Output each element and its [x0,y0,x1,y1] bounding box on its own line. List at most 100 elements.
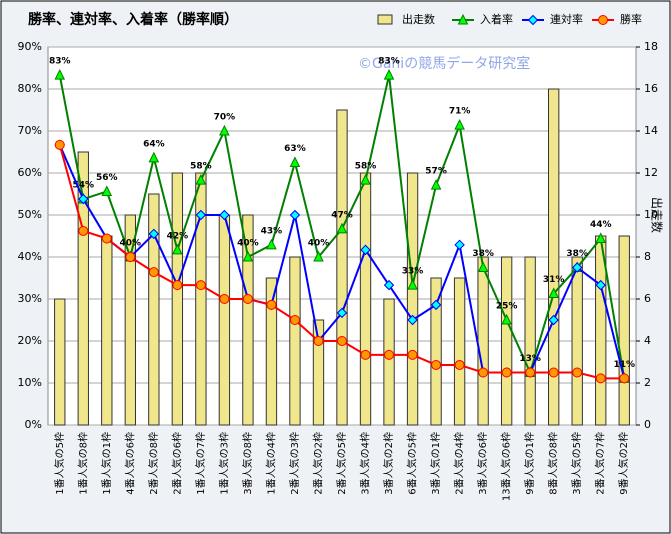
data-label: 58% [190,162,212,172]
marker [454,119,465,130]
marker [172,280,183,291]
y2-tick-label: 10 [644,208,658,221]
marker [125,252,136,262]
data-label: 13% [519,354,541,364]
marker [571,262,583,273]
x-tick-label: 3番人気の6枠 [476,432,489,495]
x-tick-label: 1番人気の3枠 [217,432,230,495]
marker [101,185,113,196]
y2-tick-label: 8 [644,250,651,263]
legend-label: 入着率 [480,12,513,26]
marker [172,243,183,255]
y-tick-label: 90% [18,40,42,53]
y2-tick-label: 6 [644,292,651,305]
data-label: 44% [590,220,612,230]
marker [266,299,277,310]
marker [219,294,230,304]
y2-tick-label: 4 [644,334,651,347]
data-label: 64% [143,139,165,149]
marker [548,314,559,326]
marker [195,209,207,221]
bar [148,193,160,426]
marker [501,367,512,378]
marker [54,139,65,150]
data-label: 42% [167,231,189,241]
x-tick-label: 1番人気の1枠 [100,432,113,495]
marker [383,279,395,291]
x-tick-label: 2番人気の3枠 [288,432,301,495]
marker [289,209,301,221]
bar [571,256,583,426]
marker [525,367,536,378]
legend-label: 出走数 [402,12,435,26]
data-label: 47% [331,210,353,220]
bar [359,172,372,426]
x-tick-label: 3番人気の2枠 [382,432,395,495]
bar [548,88,560,426]
bar [430,277,442,426]
marker [219,209,230,221]
marker [78,225,89,236]
x-tick-label: 3番人気の8枠 [241,432,254,495]
marker [289,315,300,325]
marker [336,222,348,234]
x-tick-label: 3番人気の5枠 [570,432,583,495]
x-tick-label: 1番人気の7枠 [194,432,207,495]
data-label: 40% [120,239,142,249]
x-tick-label: 1番人気の4枠 [264,432,277,495]
bar [218,214,231,426]
data-label: 25% [496,302,518,312]
marker [407,279,418,290]
bar [406,172,419,426]
marker [360,349,371,360]
legend-label: 勝率 [620,12,642,26]
data-label: 83% [378,57,400,67]
marker [430,299,442,311]
marker [619,373,630,384]
marker [266,238,277,250]
marker [527,14,539,26]
y-tick-label: 0% [25,418,42,431]
y-tick-label: 70% [18,124,42,137]
bar [618,235,630,426]
data-label: 54% [73,181,95,191]
data-label: 40% [308,239,330,249]
data-label: 38% [566,249,588,259]
y2-tick-label: 12 [644,166,658,179]
marker [407,314,418,326]
y-tick-label: 30% [18,292,42,305]
marker [384,349,395,360]
data-label: 38% [472,249,494,259]
marker [598,15,608,25]
marker [54,69,66,80]
bar [336,109,348,426]
marker [430,179,442,190]
data-label: 56% [96,173,118,183]
marker [454,239,465,251]
bar [265,277,278,426]
marker [195,280,206,291]
data-label: 33% [402,267,424,277]
bar [312,319,325,426]
marker [148,228,160,240]
marker [148,267,159,278]
marker [501,313,512,325]
x-tick-label: 3番人気の1枠 [429,432,442,495]
bar [171,172,184,426]
bar [383,298,395,426]
data-label: 31% [543,275,565,285]
marker [595,373,606,384]
data-label: 63% [284,144,306,154]
bar [77,151,89,426]
x-tick-label: 2番人気の7枠 [594,432,607,495]
marker [78,193,89,205]
bar [54,298,66,426]
marker [242,250,254,262]
watermark: ©Ganiの競馬データ研究室 [358,55,530,72]
data-label: 40% [237,239,259,249]
x-tick-label: 2番人気の4枠 [453,432,466,495]
data-label: 11% [613,360,635,370]
y2-tick-label: 16 [644,82,658,95]
x-tick-label: 9番人気の1枠 [523,432,536,495]
data-label: 70% [214,113,236,123]
